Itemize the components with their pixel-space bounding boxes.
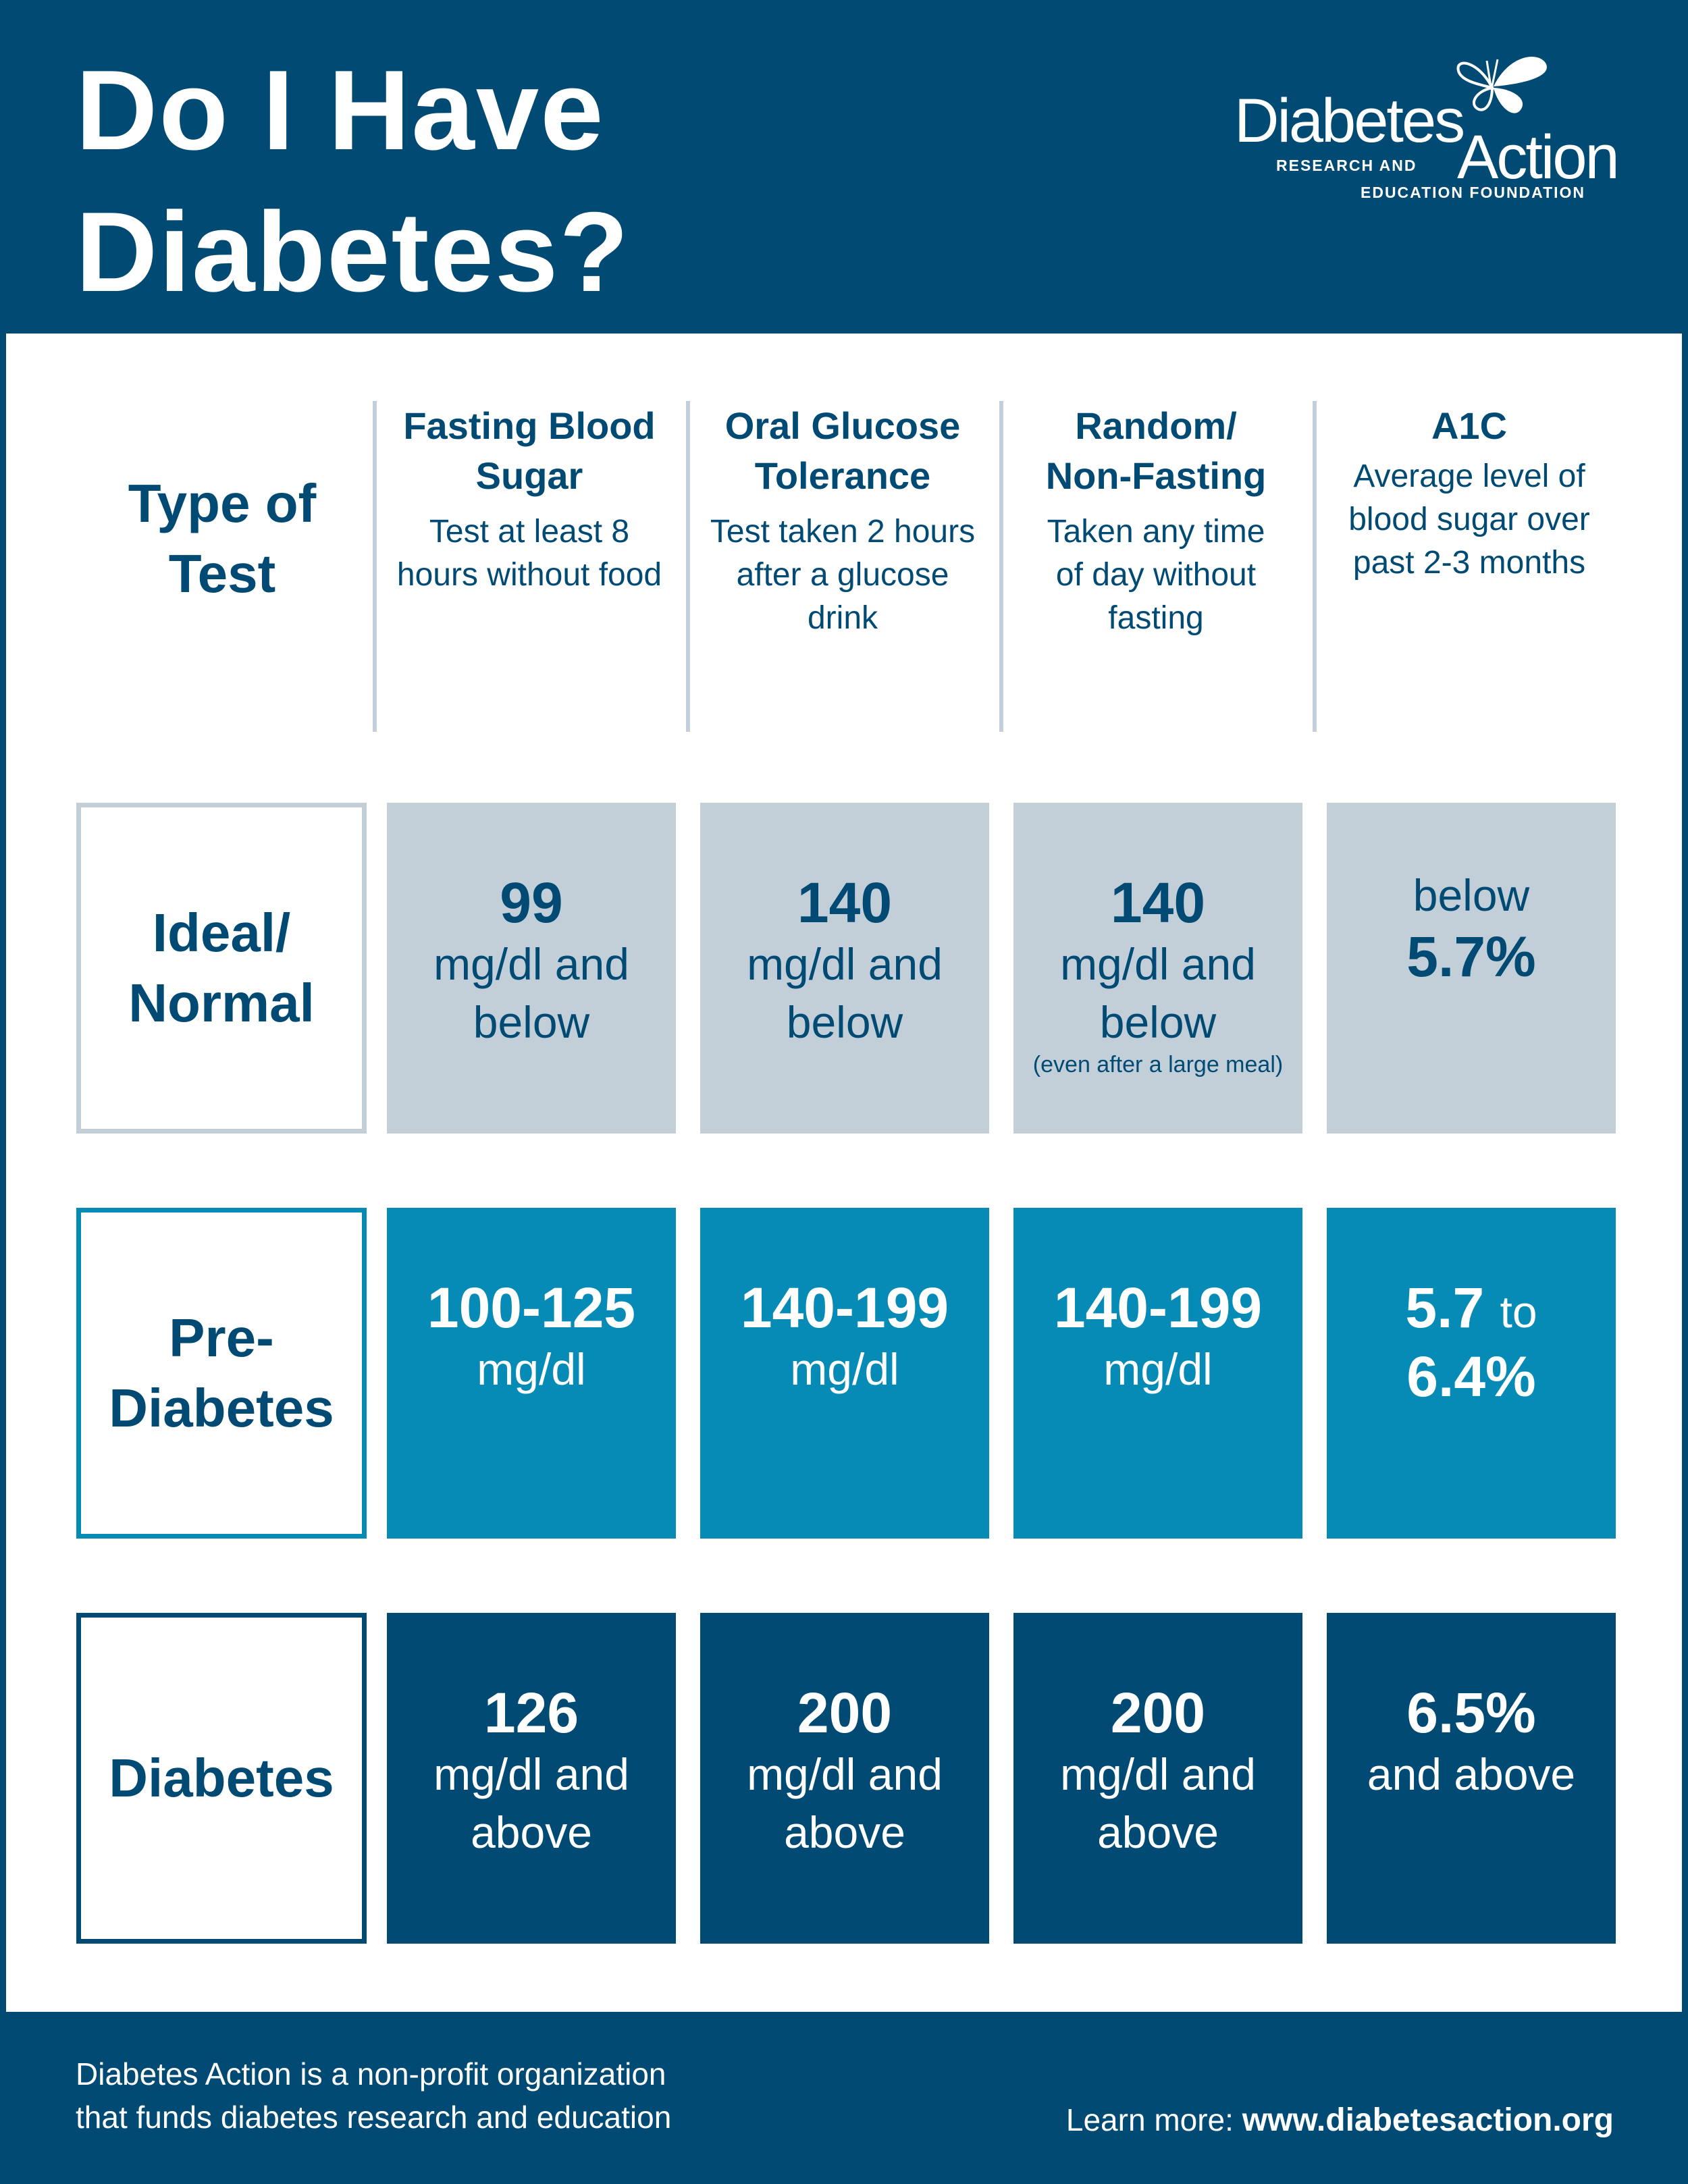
butterfly-icon <box>1456 56 1547 113</box>
footer-description: Diabetes Action is a non-profit organiza… <box>76 2056 672 2135</box>
column-header-a1c: A1C Average level of blood sugar over pa… <box>1348 404 1590 581</box>
column-divider <box>373 401 377 732</box>
logo-subtitle-2: EDUCATION FOUNDATION <box>1361 184 1586 201</box>
website-link[interactable]: www.diabetesaction.org <box>1242 2102 1614 2138</box>
row-label-diabetes: Diabetes <box>76 1613 367 1944</box>
cell-diabetes-random: 200 mg/dl and above <box>1013 1613 1302 1944</box>
page-title-line2: Diabetes? <box>76 188 630 315</box>
cell-diabetes-a1c: 6.5% and above <box>1327 1613 1616 1944</box>
column-header-oral-glucose-tolerance: Oral Glucose Tolerance Test taken 2 hour… <box>710 404 976 636</box>
ideal-random-note: (even after a large meal) <box>1032 1052 1284 1077</box>
column-divider <box>686 401 690 732</box>
cell-ideal-oral-glucose: 140 mg/dl and below <box>700 803 989 1134</box>
cell-ideal-a1c: below 5.7% <box>1327 803 1616 1134</box>
type-of-test-heading: Type of Test <box>128 473 317 604</box>
footer-learn-more: Learn more: www.diabetesaction.org <box>1066 2098 1614 2142</box>
row-label-ideal-normal: Ideal/ Normal <box>76 803 367 1134</box>
cell-ideal-fasting: 99 mg/dl and below <box>387 803 676 1134</box>
cell-diabetes-oral-glucose: 200 mg/dl and above <box>700 1613 989 1944</box>
cell-pre-random: 140-199 mg/dl <box>1013 1208 1302 1539</box>
cell-pre-oral-glucose: 140-199 mg/dl <box>700 1208 989 1539</box>
row-label-pre-diabetes: Pre- Diabetes <box>76 1208 367 1539</box>
diabetes-action-logo[interactable]: Diabetes Action RESEARCH AND EDUCATION F… <box>1229 47 1620 209</box>
page-title: Do I Have Diabetes? <box>76 39 630 323</box>
logo-word-action: Action <box>1457 123 1620 192</box>
column-divider <box>999 401 1003 732</box>
column-header-random-non-fasting: Random/ Non-Fasting Taken any time of da… <box>1045 404 1267 636</box>
page-title-line1: Do I Have <box>76 47 605 174</box>
logo-subtitle-1: RESEARCH AND <box>1276 157 1417 174</box>
cell-ideal-random: 140 mg/dl and below (even after a large … <box>1013 803 1302 1134</box>
learn-more-label: Learn more: <box>1065 2102 1234 2137</box>
column-header-fasting-blood-sugar: Fasting Blood Sugar Test at least 8 hour… <box>396 404 662 593</box>
column-divider <box>1313 401 1317 732</box>
cell-pre-a1c: 5.7 to 6.4% <box>1327 1208 1616 1539</box>
logo-word-diabetes: Diabetes <box>1234 86 1465 155</box>
cell-pre-fasting: 100-125 mg/dl <box>387 1208 676 1539</box>
cell-diabetes-fasting: 126 mg/dl and above <box>387 1613 676 1944</box>
diabetes-test-table: Type of Test Fasting Blood Sugar Test at… <box>6 334 1682 2012</box>
